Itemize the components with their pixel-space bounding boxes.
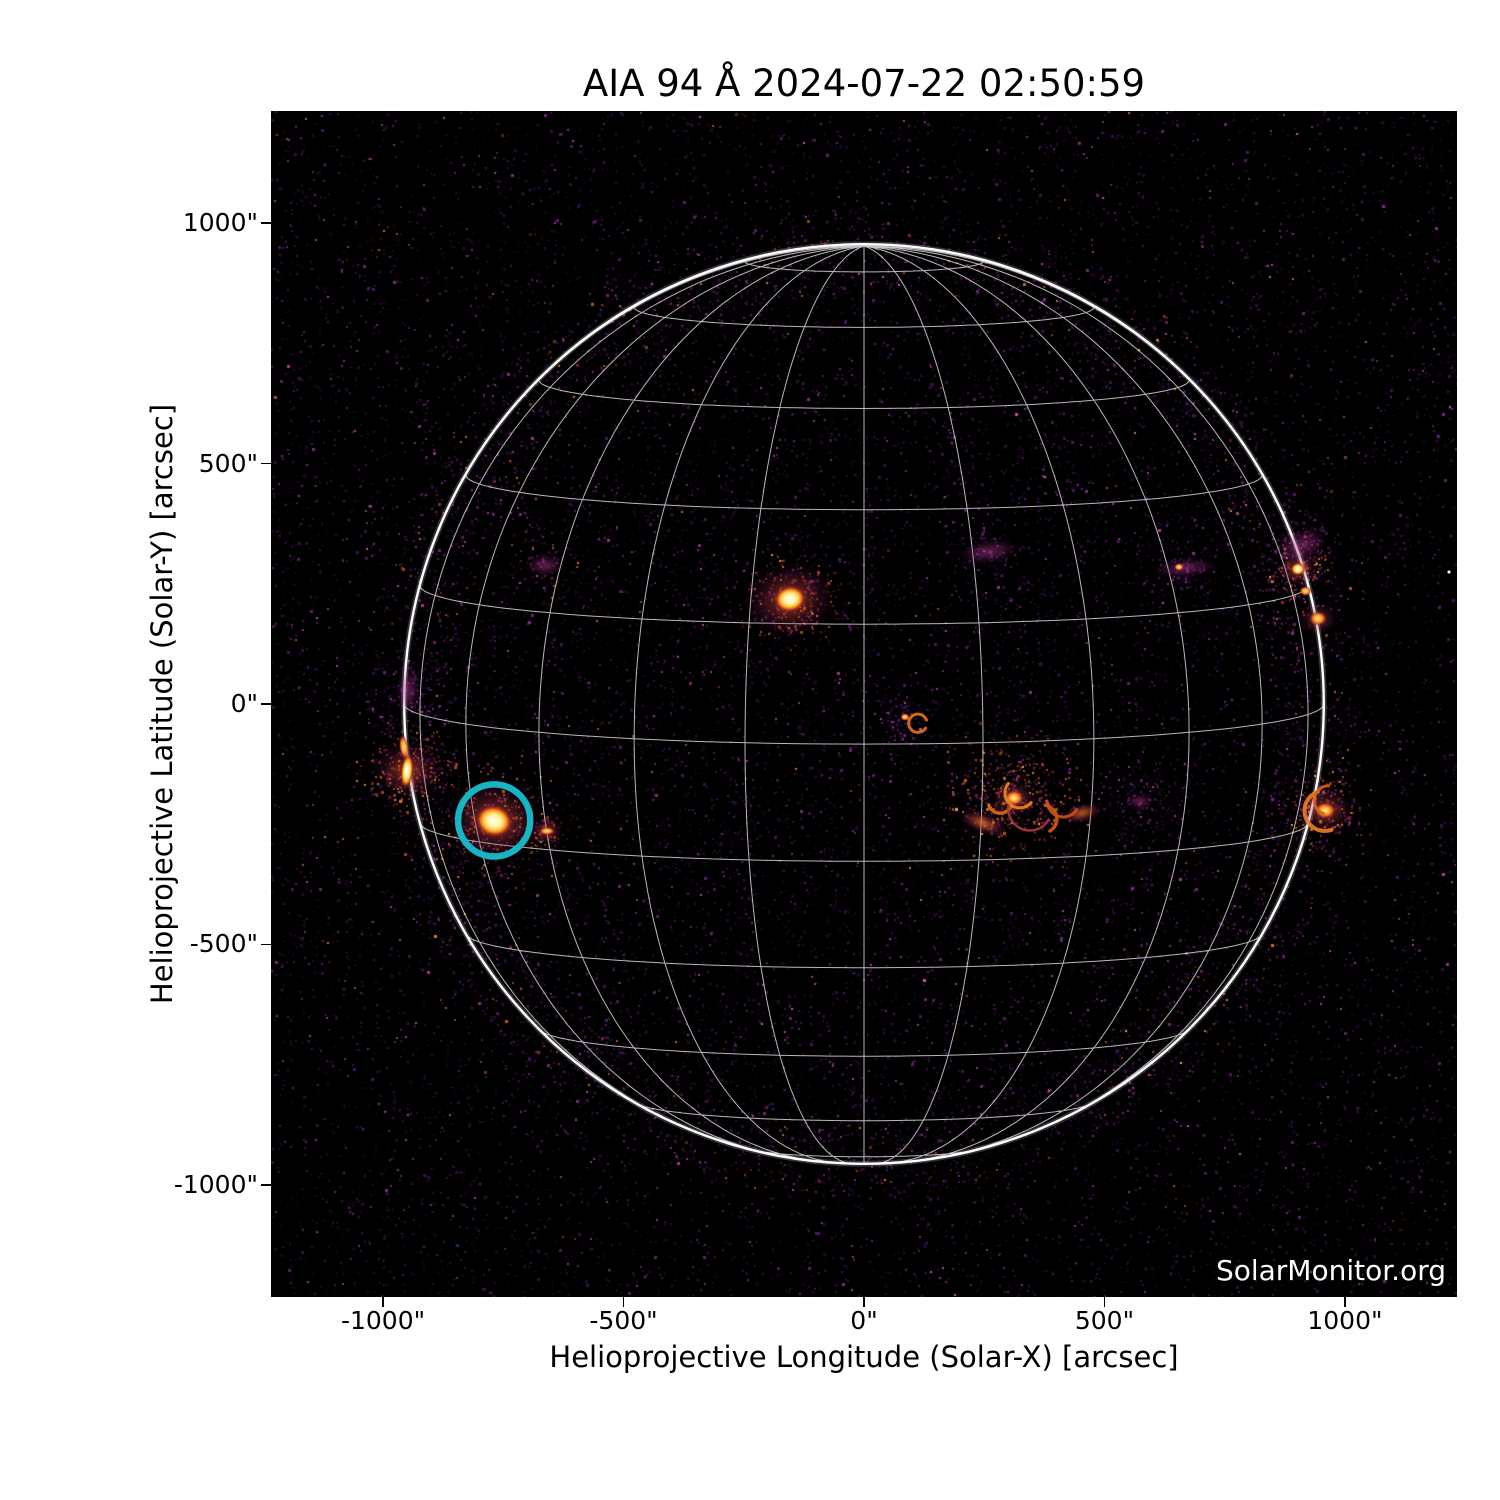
ne-quiet-specks — [525, 553, 566, 579]
west-ar-loop-2 — [1003, 781, 1033, 810]
x-tick-label: -500" — [589, 1306, 658, 1335]
nw-limb-spot-c — [1309, 611, 1327, 627]
y-tick-mark — [261, 943, 271, 946]
bright-point-nw — [1446, 570, 1451, 575]
ar-flare-companion — [539, 826, 555, 836]
sw-limb-loop-2 — [1312, 784, 1331, 816]
west-quiet-specks — [1125, 791, 1155, 811]
x-tick-label: 500" — [1074, 1306, 1135, 1335]
y-tick-mark — [261, 222, 271, 224]
nw-limb-spot-a — [1289, 561, 1306, 576]
sw-limb-loops-blob — [1313, 802, 1336, 820]
x-tick-label: -1000" — [340, 1306, 426, 1335]
y-tick-label: -1000" — [173, 1169, 258, 1199]
y-tick-label: 0" — [230, 689, 258, 718]
x-tick-mark — [382, 1297, 384, 1307]
y-tick-mark — [261, 462, 271, 465]
filament-channel-b-spark — [1174, 563, 1184, 571]
y-tick-label: 500" — [198, 448, 258, 478]
solar-image-plot — [271, 111, 1457, 1297]
east-limb-diffuse — [395, 663, 422, 719]
y-tick-mark — [261, 1184, 271, 1186]
y-tick-mark — [261, 703, 271, 705]
x-tick-mark — [863, 1297, 865, 1307]
west-ar-loop-4 — [1045, 799, 1079, 819]
x-tick-mark — [1344, 1297, 1346, 1307]
figure-title: AIA 94 Å 2024-07-22 02:50:59 — [582, 62, 1146, 105]
watermark: SolarMonitor.org — [1215, 1254, 1446, 1287]
annotation-overlay — [454, 712, 1334, 860]
x-tick-label: 1000" — [1307, 1306, 1383, 1335]
west-ar-loop-5 — [1007, 803, 1050, 832]
active-region-layer — [271, 111, 1457, 1297]
sw-limb-loop-1 — [1302, 789, 1334, 834]
y-tick-label: -500" — [189, 929, 258, 959]
nw-limb-spot-b — [1299, 585, 1313, 597]
y-tick-label: 1000" — [182, 208, 258, 238]
flare-annotation-circle — [454, 781, 534, 860]
x-axis-label: Helioprojective Longitude (Solar-X) [arc… — [549, 1340, 1179, 1374]
x-tick-mark — [622, 1297, 625, 1307]
x-tick-label: 0" — [850, 1306, 878, 1335]
quiet-ring — [907, 712, 928, 734]
quiet-ring-blob — [899, 712, 910, 722]
x-tick-mark — [1103, 1297, 1106, 1307]
